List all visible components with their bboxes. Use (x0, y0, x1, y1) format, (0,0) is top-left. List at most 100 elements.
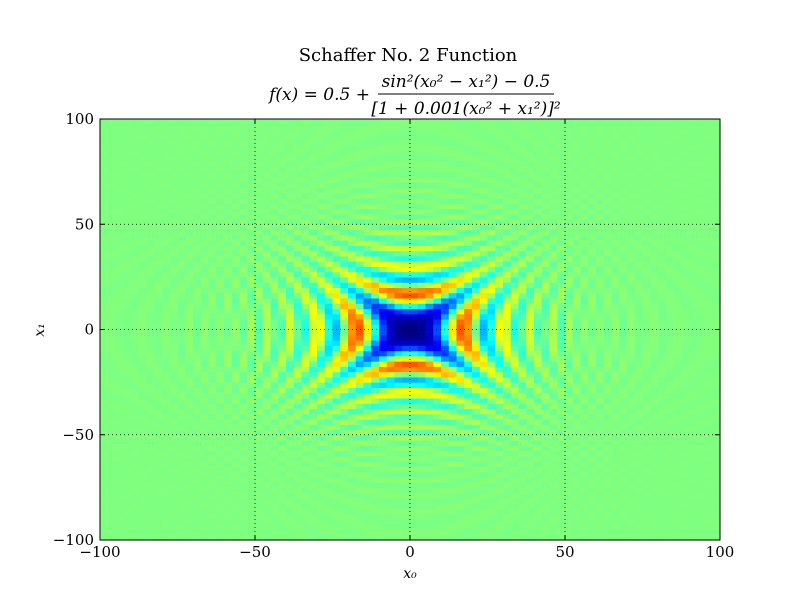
heatmap-cell (340, 155, 349, 162)
heatmap-cell (379, 371, 388, 378)
heatmap-cell (185, 119, 194, 125)
heatmap-cell (479, 297, 489, 304)
heatmap-cell (177, 145, 186, 152)
heatmap-cell (510, 355, 520, 362)
heatmap-cell (363, 455, 372, 462)
heatmap-cell (262, 366, 272, 373)
heatmap-cell (386, 345, 396, 352)
heatmap-cell (386, 497, 396, 504)
heatmap-cell (193, 418, 202, 425)
heatmap-cell (526, 445, 535, 452)
heatmap-cell (146, 140, 155, 146)
heatmap-cell (580, 482, 589, 488)
heatmap-cell (255, 461, 264, 467)
heatmap-cell (247, 203, 256, 210)
heatmap-cell (448, 329, 458, 336)
heatmap-cell (231, 408, 241, 415)
heatmap-cell (526, 408, 535, 415)
heatmap-cell (169, 403, 179, 410)
heatmap-cell (262, 424, 272, 431)
heatmap-cell (216, 134, 225, 141)
heatmap-cell (216, 261, 225, 267)
heatmap-cell (464, 224, 473, 231)
heatmap-cell (154, 471, 163, 478)
heatmap-cell (177, 382, 186, 388)
heatmap-cell (456, 176, 465, 183)
heatmap-cell (557, 534, 566, 541)
heatmap-cell (107, 334, 117, 341)
heatmap-cell (448, 345, 458, 352)
heatmap-cell (510, 240, 520, 246)
heatmap-cell (224, 197, 233, 204)
heatmap-cell (115, 155, 124, 162)
heatmap-cell (472, 345, 481, 352)
heatmap-cell (541, 382, 551, 388)
heatmap-cell (138, 418, 148, 425)
heatmap-cell (510, 197, 520, 204)
heatmap-cell (417, 261, 427, 267)
heatmap-cell (379, 255, 388, 262)
heatmap-cell (371, 413, 380, 420)
heatmap-cell (115, 461, 124, 467)
heatmap-cell (565, 218, 574, 225)
heatmap-cell (115, 350, 124, 357)
heatmap-cell (247, 466, 256, 473)
heatmap-cell (270, 329, 279, 336)
heatmap-cell (456, 497, 465, 504)
heatmap-cell (425, 366, 434, 373)
heatmap-cell (177, 487, 186, 494)
heatmap-cell (100, 503, 109, 510)
heatmap-cell (123, 345, 132, 352)
heatmap-cell (448, 397, 458, 404)
heatmap-cell (138, 250, 148, 257)
heatmap-cell (386, 355, 396, 362)
heatmap-cell (348, 497, 357, 504)
heatmap-cell (549, 445, 558, 452)
heatmap-cell (503, 308, 512, 315)
heatmap-cell (247, 292, 256, 299)
heatmap-cell (107, 166, 117, 173)
heatmap-cell (541, 134, 551, 141)
heatmap-cell (417, 324, 427, 331)
heatmap-cell (518, 424, 527, 431)
heatmap-cell (549, 418, 558, 425)
heatmap-cell (332, 150, 341, 157)
heatmap-cell (324, 324, 334, 331)
heatmap-cell (456, 129, 465, 136)
heatmap-cell (534, 145, 543, 152)
heatmap-cell (107, 208, 117, 215)
heatmap-cell (456, 134, 465, 141)
heatmap-cell (472, 208, 481, 215)
heatmap-cell (309, 455, 318, 462)
heatmap-cell (402, 166, 411, 173)
heatmap-cell (503, 250, 512, 257)
heatmap-cell (169, 440, 179, 446)
heatmap-cell (100, 445, 109, 452)
heatmap-cell (340, 534, 349, 541)
heatmap-cell (363, 182, 372, 189)
heatmap-cell (100, 134, 109, 141)
heatmap-cell (565, 266, 574, 273)
heatmap-cell (309, 229, 318, 236)
heatmap-cell (131, 366, 140, 373)
heatmap-cell (262, 182, 272, 189)
heatmap-cell (123, 424, 132, 431)
heatmap-cell (247, 508, 256, 515)
heatmap-cell (510, 471, 520, 478)
heatmap-cell (293, 424, 303, 431)
heatmap-cell (557, 213, 566, 220)
heatmap-cell (154, 534, 163, 541)
heatmap-cell (255, 387, 264, 394)
heatmap-cell (115, 129, 124, 136)
heatmap-cell (123, 329, 132, 336)
heatmap-cell (510, 413, 520, 420)
heatmap-cell (123, 313, 132, 320)
heatmap-cell (417, 503, 427, 510)
heatmap-cell (526, 218, 535, 225)
heatmap-cell (348, 229, 357, 236)
heatmap-cell (565, 161, 574, 167)
heatmap-cell (262, 376, 272, 383)
heatmap-cell (100, 429, 109, 436)
heatmap-cell (255, 287, 264, 294)
heatmap-cell (278, 155, 287, 162)
